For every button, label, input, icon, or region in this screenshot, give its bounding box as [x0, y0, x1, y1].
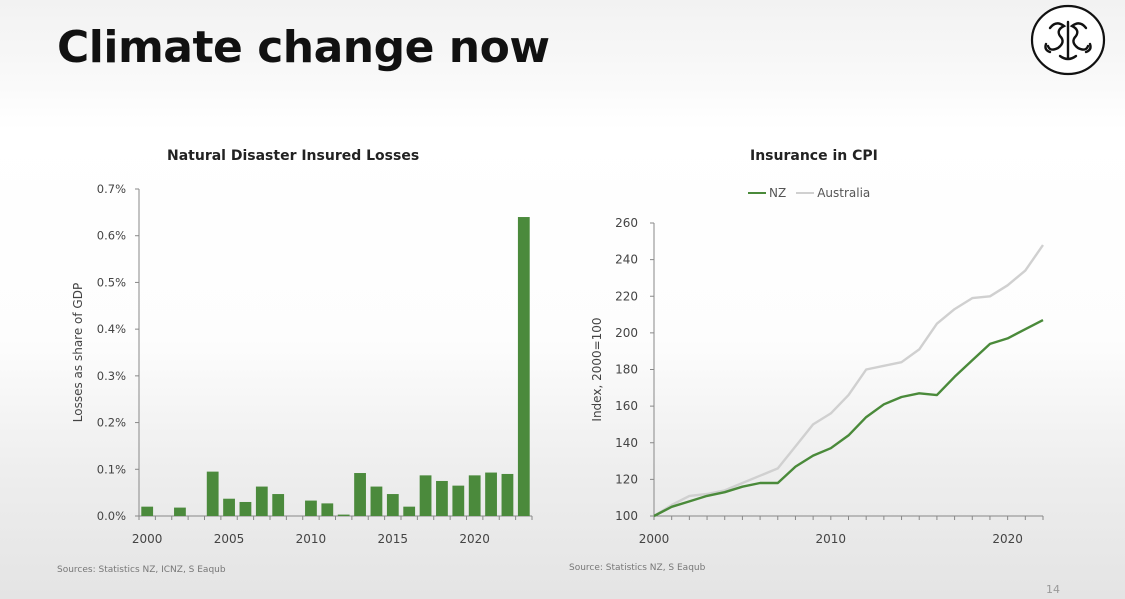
x-tick-label: 2010 [296, 532, 327, 546]
legend-swatch-nz [748, 192, 766, 194]
bar-2017 [419, 475, 432, 516]
series-line-australia [653, 244, 1044, 518]
y-tick-label: 140 [615, 436, 638, 450]
left-chart-source: Sources: Statistics NZ, ICNZ, S Eaqub [57, 565, 226, 575]
bar-2013 [354, 473, 366, 516]
bar-2022 [501, 473, 514, 516]
series-line-nz [653, 319, 1044, 518]
x-tick-label: 2020 [992, 532, 1023, 546]
y-tick-label: 0.4% [97, 322, 126, 336]
bar-2012 [337, 514, 350, 516]
slide-title: Climate change now [57, 22, 550, 73]
legend-item-nz: NZ [748, 186, 786, 200]
bar-2002 [174, 507, 186, 516]
legend-label-nz: NZ [769, 186, 787, 200]
x-tick-label: 2000 [639, 532, 670, 546]
bar-2016 [403, 506, 416, 516]
y-tick-label: 0.0% [97, 509, 126, 523]
bar-2015 [386, 494, 399, 516]
y-tick-label: 0.6% [97, 229, 126, 243]
monogram-logo-icon [1030, 4, 1106, 76]
bar-2019 [452, 485, 465, 516]
x-tick-label: 2010 [816, 532, 847, 546]
x-tick-label: 2005 [214, 532, 245, 546]
x-tick-label: 2000 [132, 532, 163, 546]
x-tick-label: 2015 [378, 532, 409, 546]
right-chart-source: Source: Statistics NZ, S Eaqub [569, 563, 706, 573]
y-tick-label: 0.5% [97, 275, 126, 289]
left-chart-title: Natural Disaster Insured Losses [167, 148, 420, 164]
bar-2007 [255, 486, 268, 516]
bar-2008 [272, 494, 285, 516]
bar-2005 [223, 498, 235, 516]
bar-2000 [141, 506, 154, 516]
legend-item-australia: Australia [796, 186, 870, 200]
bar-2023 [517, 217, 530, 516]
y-tick-label: 220 [615, 289, 638, 303]
y-tick-label: 200 [615, 326, 638, 340]
y-tick-label: 0.1% [97, 462, 126, 476]
bar-2010 [305, 500, 317, 516]
y-axis-title: Losses as share of GDP [71, 283, 85, 422]
bar-2011 [321, 503, 334, 516]
x-tick-label: 2020 [459, 532, 490, 546]
page-number: 14 [1046, 583, 1060, 596]
y-tick-label: 160 [615, 399, 638, 413]
legend-swatch-australia [796, 192, 815, 194]
y-tick-label: 240 [615, 253, 638, 267]
right-chart-title: Insurance in CPI [750, 148, 878, 164]
bar-2020 [468, 475, 481, 516]
y-tick-label: 0.7% [97, 182, 126, 196]
bar-2006 [239, 501, 252, 516]
y-tick-label: 0.2% [97, 416, 126, 430]
y-tick-label: 260 [615, 216, 638, 230]
y-tick-label: 0.3% [97, 369, 126, 383]
y-axis-title: Index, 2000=100 [590, 317, 604, 421]
bar-2018 [436, 480, 448, 516]
bar-2021 [485, 472, 497, 516]
legend-label-australia: Australia [817, 186, 871, 200]
bar-2014 [370, 486, 383, 516]
bar-2004 [206, 471, 219, 516]
y-tick-label: 180 [615, 363, 638, 377]
y-tick-label: 100 [615, 509, 638, 523]
cpi-legend: NZ Australia [748, 186, 880, 200]
y-tick-label: 120 [615, 472, 638, 486]
